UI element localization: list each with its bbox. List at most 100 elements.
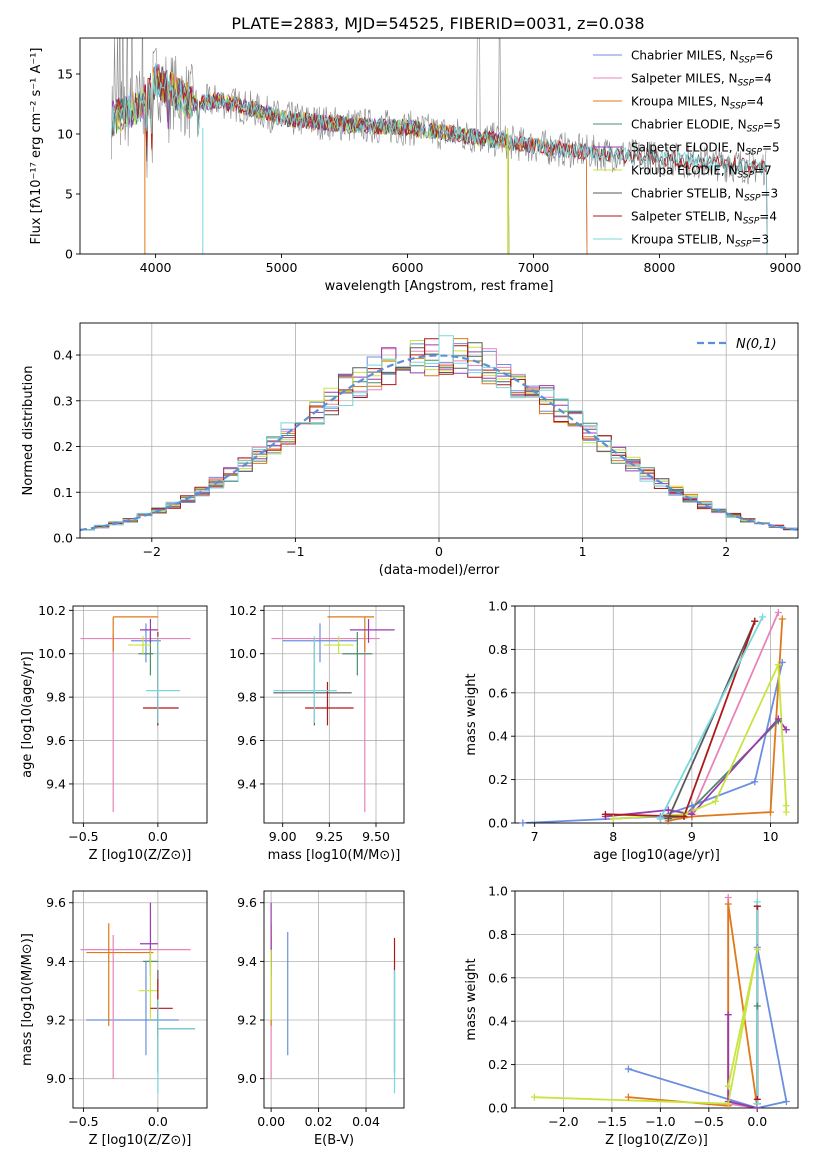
x-axis-label: wavelength [Angstrom, rest frame] [325,279,554,294]
x-tick-label: 8000 [644,260,676,275]
y-axis-label: Flux [fλ10⁻¹⁷ erg cm⁻² s⁻¹ A⁻¹] [29,48,44,245]
legend-subscript: SSP [738,171,755,181]
legend-name: Kroupa ELODIE [631,164,721,178]
legend-subscript: SSP [744,194,761,204]
plus-marker [774,715,782,723]
plus-marker [751,617,759,625]
chart-mass_weight_vs_age: 7 8 9 10 0.0 0.2 0.4 0.6 0.8 1.0 age [log10(age/yr… [464,599,799,863]
plus-marker [751,778,759,786]
legend-subscript: SSP [730,102,747,112]
plot-area [80,902,196,1094]
plus-marker [664,806,672,814]
axes-frame [79,37,799,255]
legend-nssp: =4 [746,95,764,109]
plus-marker [724,894,732,902]
x-tick-label: 6000 [392,260,424,275]
y-tick-label: 9.2 [237,1013,257,1028]
plus-marker [724,900,732,908]
model-spectrum [111,70,510,254]
residual-histogram [80,335,798,531]
y-tick-label: 0.0 [53,531,73,546]
plus-marker [601,810,609,818]
legend-label: N(0,1) [736,337,777,352]
y-axis-label: mass weight [464,673,479,755]
x-tick-label: −2 [143,544,161,559]
plots-layer: 4000 5000 6000 7000 8000 9000051015wavelength… [20,37,801,1148]
legend-label: Chabrier MILES, NSSP=6 [631,49,773,66]
plot-area [522,612,788,823]
legend-subscript: SSP [735,240,752,250]
x-tick-label: 5000 [266,260,298,275]
y-tick-label: 9.4 [46,776,66,791]
x-tick-label: 1 [579,544,587,559]
plot-area [111,38,768,254]
axes-frame [72,605,208,824]
x-tick-label: 0.04 [352,1114,380,1129]
y-tick-label: 9.0 [237,1071,257,1086]
chart-mass_vs_Z: −0.5 0.0 9.0 9.2 9.4 9.6 Z [log10(Z/Z⊙)] mass [… [20,890,208,1148]
y-tick-label: 0.3 [53,393,73,408]
x-tick-label: 9.00 [269,829,297,844]
legend-nssp: =3 [751,233,769,247]
y-tick-label: 0 [65,247,73,262]
x-tick-label: 9.25 [315,829,343,844]
y-tick-label: 10.2 [229,603,257,618]
y-axis-label: Normed distribution [21,366,36,496]
y-tick-label: 10.0 [229,646,257,661]
y-tick-label: 9.6 [46,895,66,910]
y-tick-label: 9.8 [237,690,257,705]
y-tick-label: 9.4 [237,776,257,791]
plus-marker [711,797,719,805]
y-tick-label: 0.0 [488,1101,508,1116]
plus-marker [782,808,790,816]
x-tick-label: 0 [435,544,443,559]
legend-name: Chabrier MILES [631,49,722,63]
plus-marker [724,1011,732,1019]
y-axis-label: age [log10(age/yr)] [20,651,35,778]
x-tick-label: 0.0 [148,1114,168,1129]
plus-marker [664,815,672,823]
legend-label: Salpeter ELODIE, NSSP=5 [631,141,780,158]
y-tick-label: 9.4 [46,954,66,969]
mass-weight-line [660,612,780,820]
y-tick-label: 0.4 [53,348,73,363]
plus-marker [519,819,527,827]
legend-name: Chabrier STELIB [631,187,727,201]
model-spectrum [111,62,768,254]
plus-marker [778,615,786,623]
axes-frame [263,890,405,1109]
legend-nssp: =5 [763,118,781,132]
plus-marker [753,1100,761,1108]
x-tick-label: 9000 [769,260,801,275]
plus-marker [766,808,774,816]
y-tick-label: 1.0 [488,599,508,614]
legend-nssp: =5 [762,141,780,155]
x-tick-label: −0.5 [694,1114,724,1129]
y-tick-label: 0.8 [488,927,508,942]
legend-subscript: SSP [738,79,755,89]
plus-marker [774,609,782,617]
legend-label: Kroupa ELODIE, NSSP=7 [631,164,772,181]
legend-nssp: =3 [761,187,779,201]
x-axis-label: Z [log10(Z/Z⊙)] [89,1133,192,1148]
x-tick-label: 9.50 [362,829,390,844]
plus-marker [624,1065,632,1073]
legend-name: Kroupa STELIB [631,233,718,247]
legend-label: Chabrier STELIB, NSSP=3 [631,187,778,204]
plus-marker [609,815,617,823]
x-tick-label: −1.0 [645,1114,675,1129]
legend-nssp-prefix: , N [729,141,746,155]
plus-marker [530,1093,538,1101]
y-tick-label: 10.0 [38,646,66,661]
plus-marker [753,898,761,906]
mass-weight-line [667,620,756,820]
chart-mass_weight_vs_Z: −2.0 −1.5 −1.0 −0.5 0.0 0.0 0.2 0.4 0.6 0.8 1.0 Z [… [464,884,799,1148]
plus-marker [680,812,688,820]
legend-nssp-prefix: , N [718,233,735,247]
y-tick-label: 5 [65,187,73,202]
y-tick-label: 0.2 [488,772,508,787]
legend-name: Chabrier ELODIE [631,118,730,132]
legend-label: Kroupa MILES, NSSP=4 [631,95,764,112]
plot-area [80,335,798,532]
